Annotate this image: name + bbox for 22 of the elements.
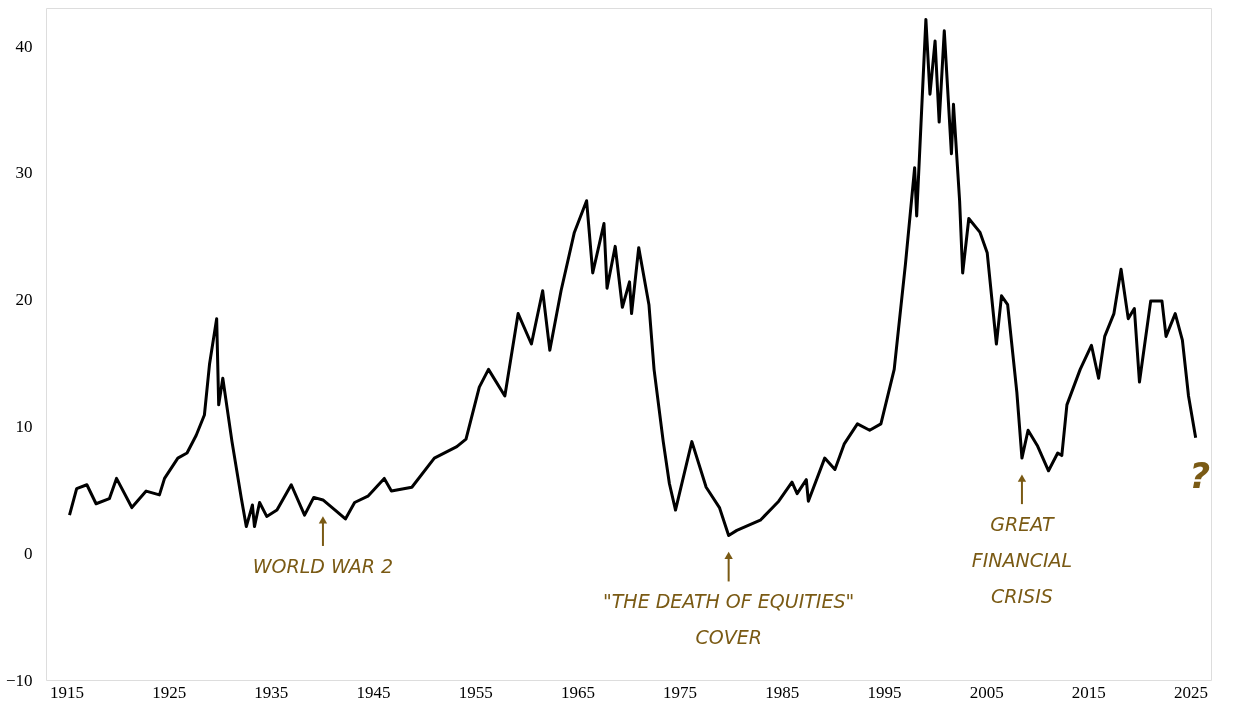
- x-tick-label: 2015: [1071, 682, 1106, 702]
- x-tick-label: 1935: [254, 682, 289, 702]
- x-tick-label: 2005: [969, 682, 1004, 702]
- x-tick-label: 1965: [560, 682, 595, 702]
- y-tick-label: 0: [24, 543, 33, 563]
- y-tick-label: −10: [5, 670, 33, 690]
- y-tick-label: 10: [15, 416, 33, 436]
- x-tick-label: 1955: [458, 682, 493, 702]
- x-tick-label: 1995: [867, 682, 902, 702]
- y-tick-label: 20: [15, 290, 33, 310]
- x-tick-label: 2025: [1174, 682, 1209, 702]
- y-tick-label: 30: [15, 163, 33, 183]
- x-tick-label: 1985: [765, 682, 800, 702]
- x-tick-label: 1915: [49, 682, 84, 702]
- annotation: "THE DEATH OF EQUITIES" COVER: [603, 590, 855, 649]
- x-tick-label: 1925: [152, 682, 187, 702]
- annotation: WORLD WAR 2: [252, 554, 394, 577]
- y-tick-label: 40: [15, 36, 33, 56]
- x-tick-label: 1975: [663, 682, 698, 702]
- annotation: GREAT FINANCIAL CRISIS: [971, 513, 1073, 608]
- annotation: ?: [1189, 454, 1211, 496]
- x-tick-label: 1945: [356, 682, 391, 702]
